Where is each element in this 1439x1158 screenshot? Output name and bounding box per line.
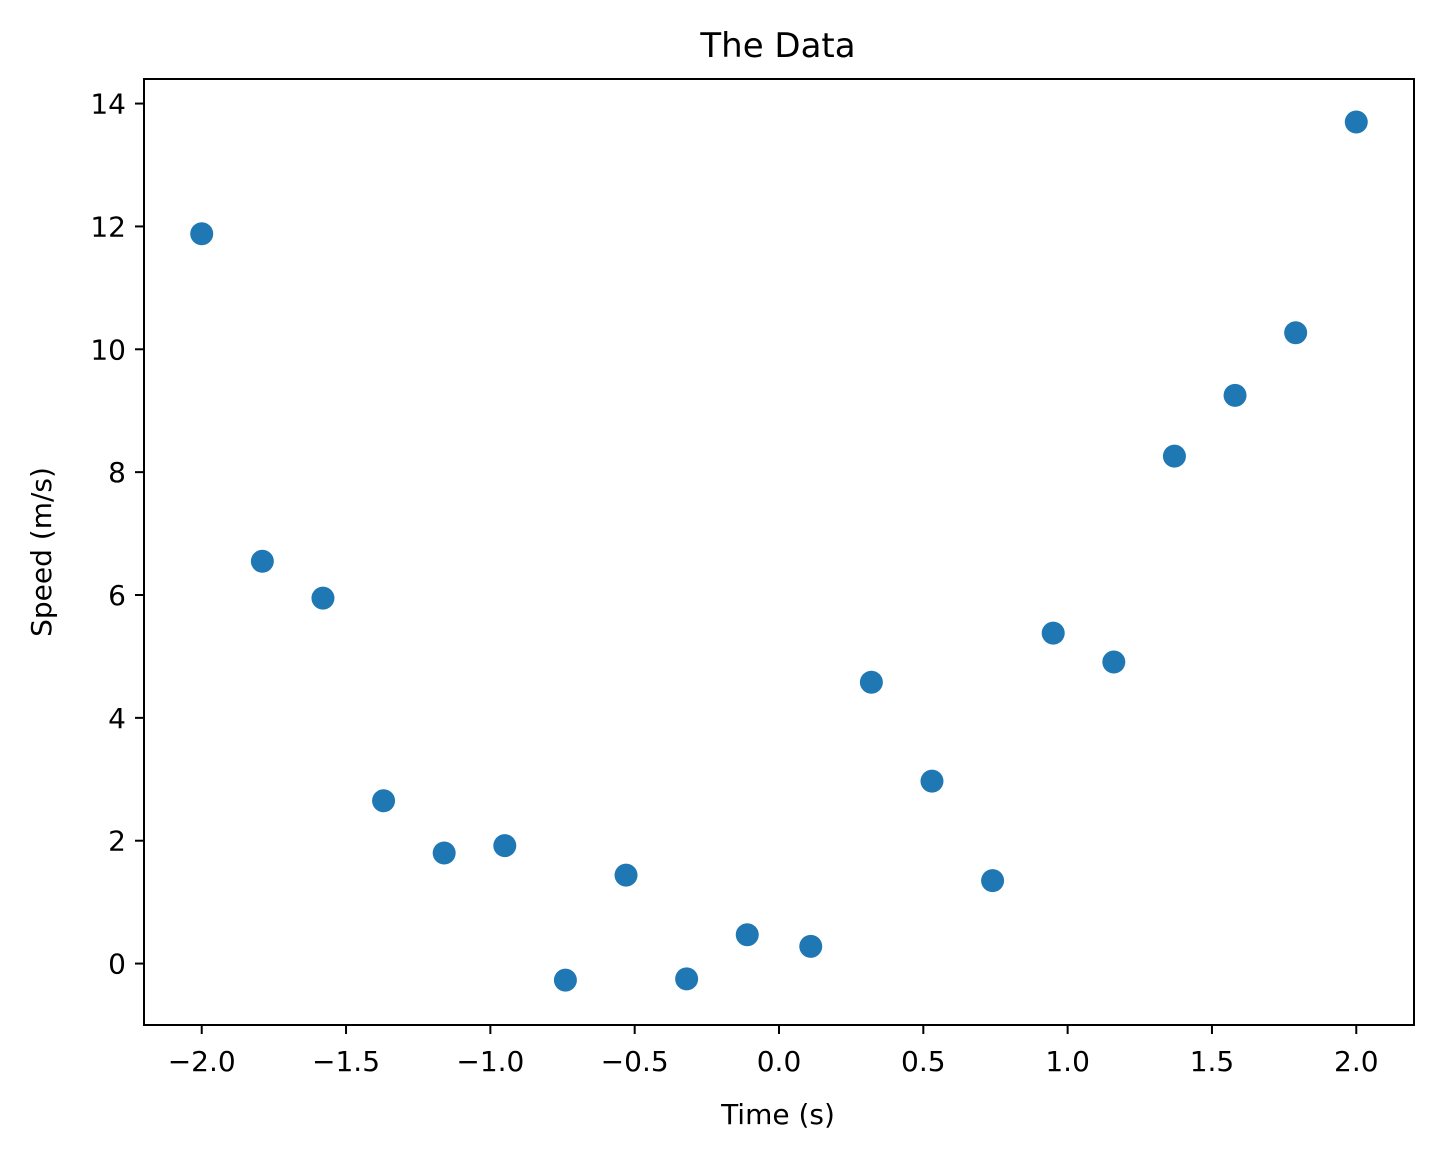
x-tick-label: 1.0 bbox=[1045, 1045, 1090, 1078]
chart-title: The Data bbox=[699, 26, 855, 66]
plot-frame bbox=[143, 78, 1415, 1026]
data-point bbox=[859, 670, 883, 694]
data-point bbox=[1223, 383, 1247, 407]
y-tick-label: 2 bbox=[108, 825, 126, 858]
y-tick-label: 8 bbox=[108, 456, 126, 489]
x-axis-title: Time (s) bbox=[720, 1098, 835, 1131]
data-point bbox=[799, 934, 823, 958]
data-point bbox=[311, 586, 335, 610]
data-point bbox=[1102, 650, 1126, 674]
data-point bbox=[920, 769, 944, 793]
x-tick-label: 0.5 bbox=[901, 1045, 946, 1078]
data-point bbox=[675, 967, 699, 991]
y-axis-title: Speed (m/s) bbox=[25, 467, 58, 637]
x-tick-label: −0.5 bbox=[601, 1045, 669, 1078]
y-tick-label: 10 bbox=[90, 333, 126, 366]
data-point bbox=[614, 863, 638, 887]
data-point bbox=[735, 923, 759, 947]
y-tick-label: 14 bbox=[90, 88, 126, 121]
x-tick-label: 0.0 bbox=[757, 1045, 802, 1078]
x-tick-label: −1.0 bbox=[456, 1045, 524, 1078]
scatter-points bbox=[190, 110, 1368, 992]
data-point bbox=[1344, 110, 1368, 134]
y-tick-label: 4 bbox=[108, 702, 126, 735]
y-tick-label: 0 bbox=[108, 948, 126, 981]
x-tick-label: −2.0 bbox=[168, 1045, 236, 1078]
x-tick-label: −1.5 bbox=[312, 1045, 380, 1078]
data-point bbox=[493, 834, 517, 858]
data-point bbox=[250, 549, 274, 573]
y-tick-label: 12 bbox=[90, 210, 126, 243]
x-tick-label: 1.5 bbox=[1190, 1045, 1235, 1078]
y-axis-ticks: 0 2 4 6 8 10 12 14 bbox=[90, 88, 144, 981]
x-axis-ticks: −2.0 −1.5 −1.0 −0.5 0.0 0.5 1.0 1.5 2.0 bbox=[168, 1025, 1379, 1078]
data-point bbox=[372, 789, 396, 813]
data-point bbox=[1041, 621, 1065, 645]
data-point bbox=[1162, 444, 1186, 468]
data-point bbox=[981, 869, 1005, 893]
data-point bbox=[432, 841, 456, 865]
x-tick-label: 2.0 bbox=[1334, 1045, 1379, 1078]
data-point bbox=[1284, 321, 1308, 345]
data-point bbox=[190, 222, 214, 246]
data-point bbox=[553, 968, 577, 992]
y-tick-label: 6 bbox=[108, 579, 126, 612]
